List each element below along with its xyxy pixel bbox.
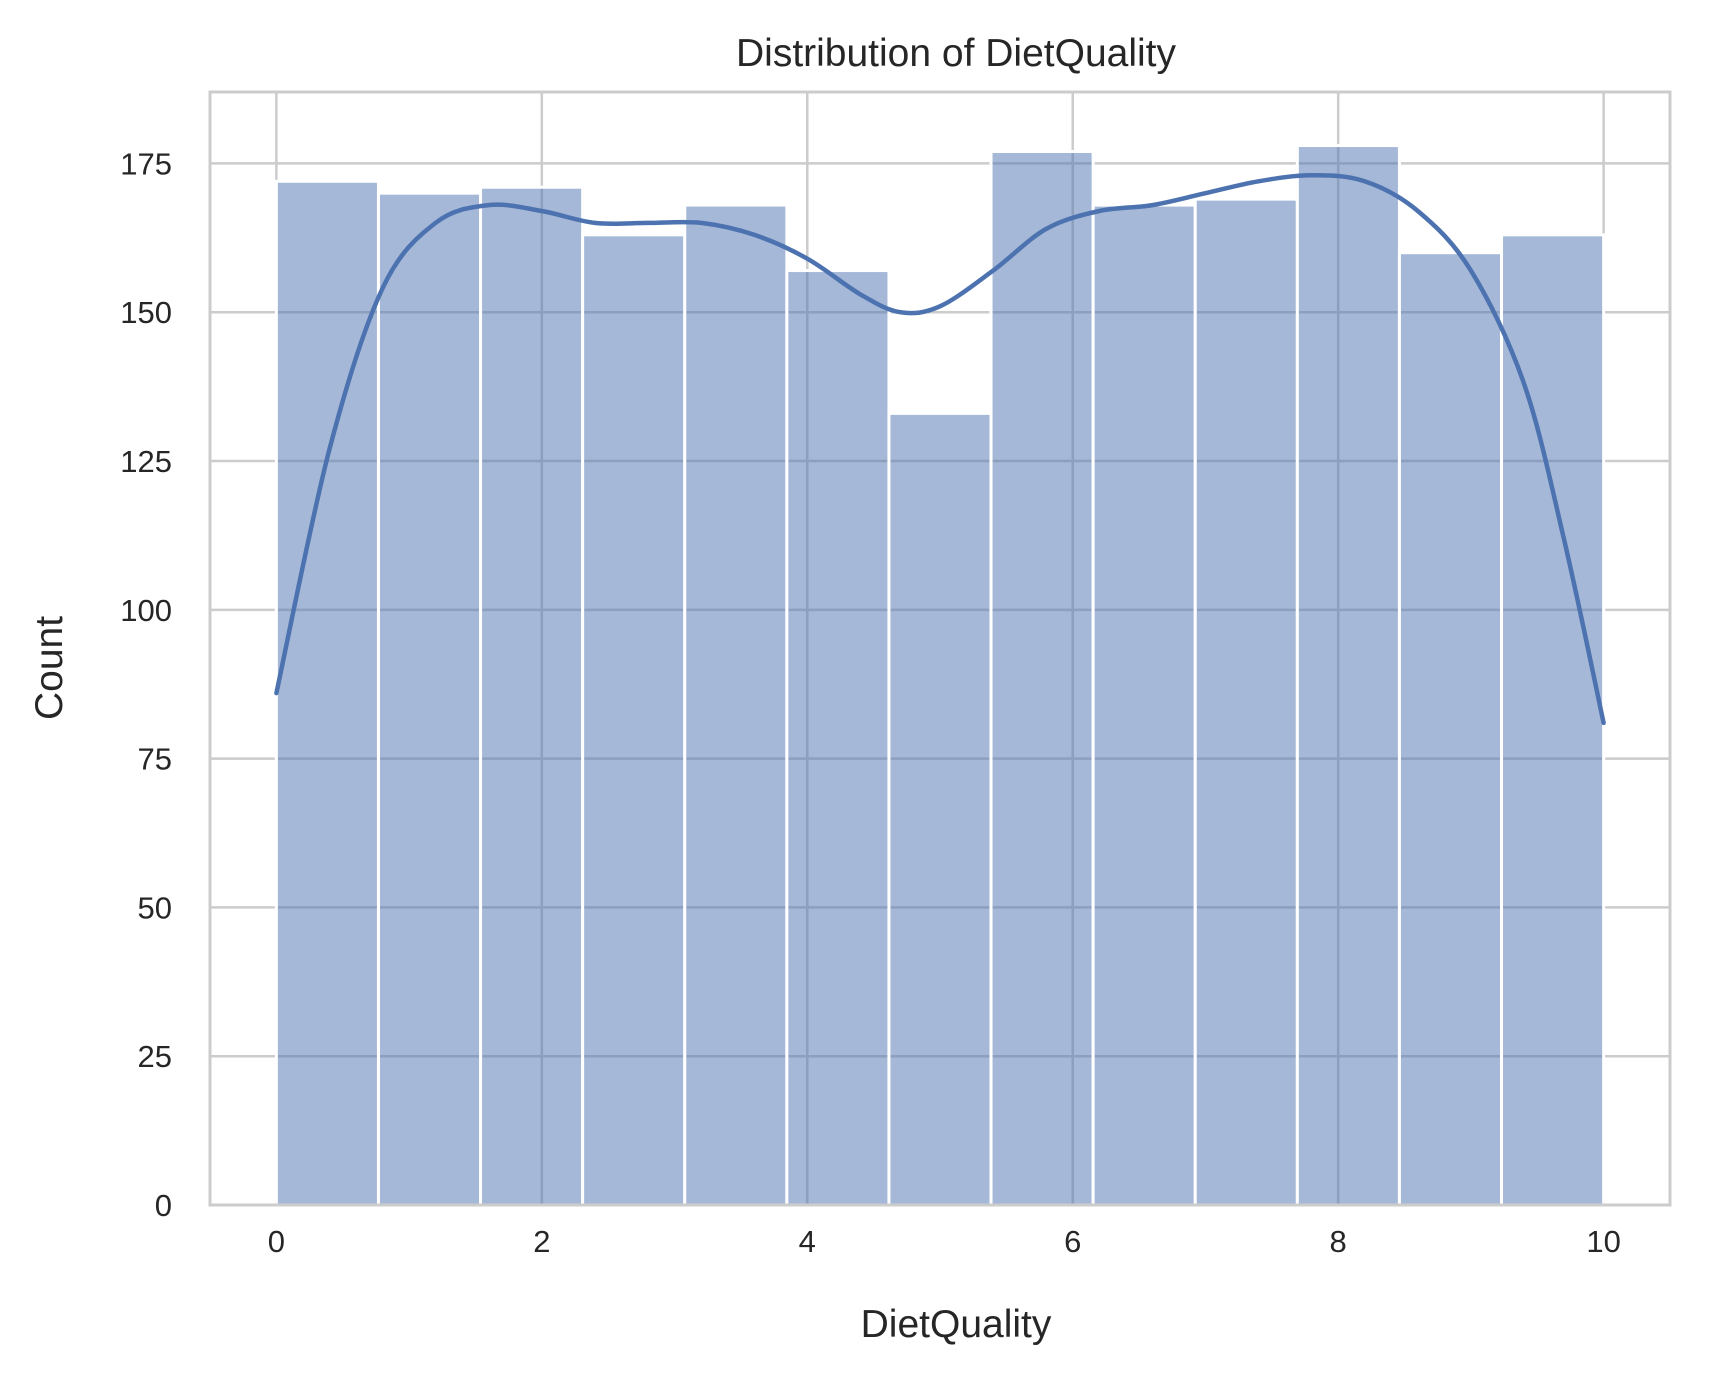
y-tick-labels: 0 25 50 75 100 125 150 175 (120, 146, 172, 1223)
x-tick-label: 10 (1586, 1224, 1620, 1259)
histogram-bar (785, 269, 891, 1207)
histogram-bar (1193, 197, 1299, 1207)
x-tick-labels: 0 2 4 6 8 10 (268, 1224, 1621, 1259)
histogram-bar (887, 411, 993, 1207)
y-tick-label: 75 (138, 742, 172, 777)
histogram-bar (1397, 251, 1504, 1207)
histogram-bars (274, 144, 1606, 1207)
x-tick-label: 4 (799, 1224, 816, 1259)
histogram-bar (1500, 233, 1606, 1207)
y-axis-label: Count (28, 616, 71, 720)
histogram-bar (479, 185, 585, 1207)
y-tick-label: 175 (120, 146, 172, 181)
y-tick-label: 100 (120, 593, 172, 628)
x-tick-label: 2 (533, 1224, 550, 1259)
y-tick-label: 25 (138, 1039, 172, 1074)
histogram-bar (1295, 144, 1401, 1207)
plot-frame (208, 90, 1672, 1207)
x-tick-label: 8 (1330, 1224, 1347, 1259)
histogram-bar (1091, 203, 1197, 1207)
y-tick-label: 50 (138, 890, 172, 925)
x-tick-label: 6 (1064, 1224, 1081, 1259)
histogram-bar (376, 191, 483, 1207)
chart-title: Distribution of DietQuality (736, 32, 1177, 75)
histogram-bar (683, 203, 789, 1207)
histogram-bar (581, 233, 687, 1207)
x-axis-label: DietQuality (861, 1303, 1052, 1346)
y-tick-label: 0 (155, 1188, 172, 1223)
y-tick-label: 150 (120, 295, 172, 330)
histogram-bar (989, 150, 1095, 1207)
kde-line (274, 173, 1606, 726)
x-tick-label: 0 (268, 1224, 285, 1259)
y-tick-label: 125 (120, 444, 172, 479)
